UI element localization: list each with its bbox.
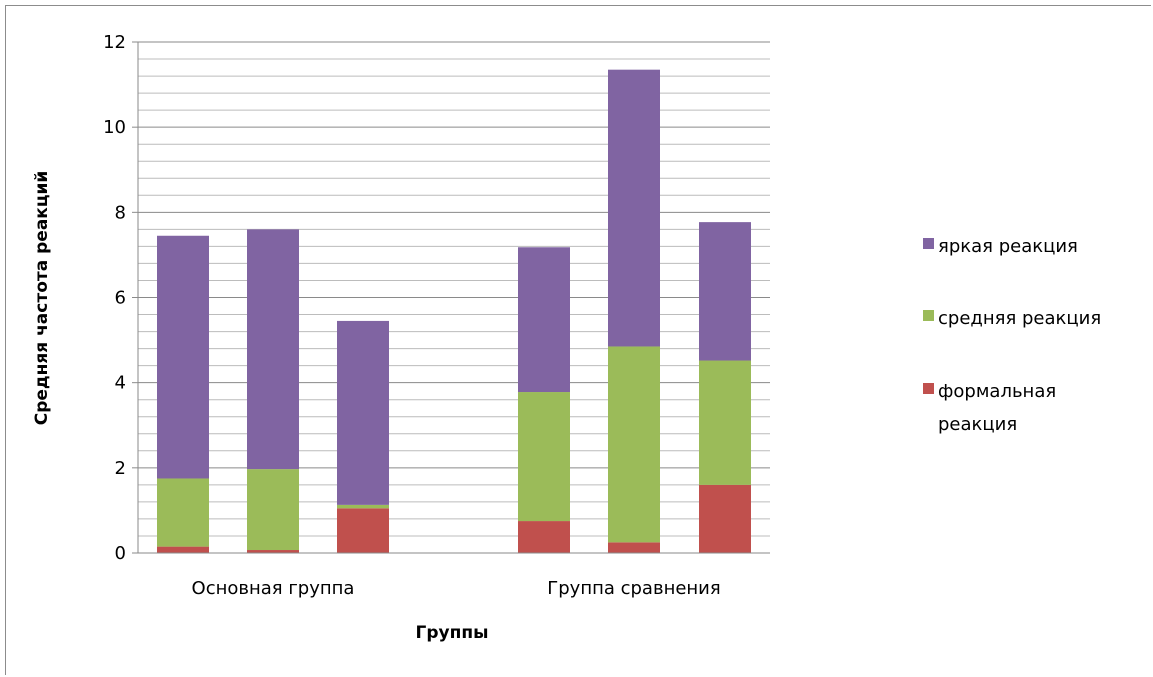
bar-segment [699,222,751,361]
category-label: Основная группа [192,578,355,599]
bar-segment [157,235,209,479]
bar-segment [157,546,209,553]
bar-segment [608,69,660,347]
bar-segment [699,484,751,553]
bar-segment [608,542,660,553]
gridlines [138,41,770,537]
bar-segment [518,392,570,522]
y-tick-label: 2 [115,458,126,479]
legend-swatch [923,383,934,394]
bar-segment [337,508,389,553]
bars [157,69,751,553]
legend-label: яркая реакция [938,236,1078,257]
y-tick-label: 12 [103,32,126,53]
y-tick-labels: 0 2 4 6 8 10 12 [103,32,126,564]
bar-segment [699,360,751,485]
y-tick-label: 6 [115,288,126,309]
bar-segment [608,346,660,543]
legend-label: формальная реакция [938,381,1056,435]
y-axis-title: Средняя частота реакций [32,171,52,426]
category-labels: Основная группа Группа сравнения [192,578,721,599]
bar-segment [247,469,299,551]
category-label: Группа сравнения [547,578,720,599]
axes [132,41,770,554]
legend-swatch [923,238,934,249]
x-axis-title: Группы [416,623,489,643]
bar-segment [247,229,299,470]
legend: яркая реакция средняя реакция формальная ре… [923,236,1101,435]
bar-segment [518,521,570,553]
bar-segment [247,550,299,553]
y-tick-label: 0 [115,543,126,564]
y-tick-label: 8 [115,202,126,223]
y-tick-label: 10 [103,117,126,138]
bar-segment [337,320,389,505]
legend-swatch [923,310,934,321]
bar-segment [518,247,570,393]
legend-label: средняя реакция [938,308,1101,329]
bar-segment [337,504,389,509]
y-tick-label: 4 [115,373,126,394]
bar-segment [157,478,209,547]
